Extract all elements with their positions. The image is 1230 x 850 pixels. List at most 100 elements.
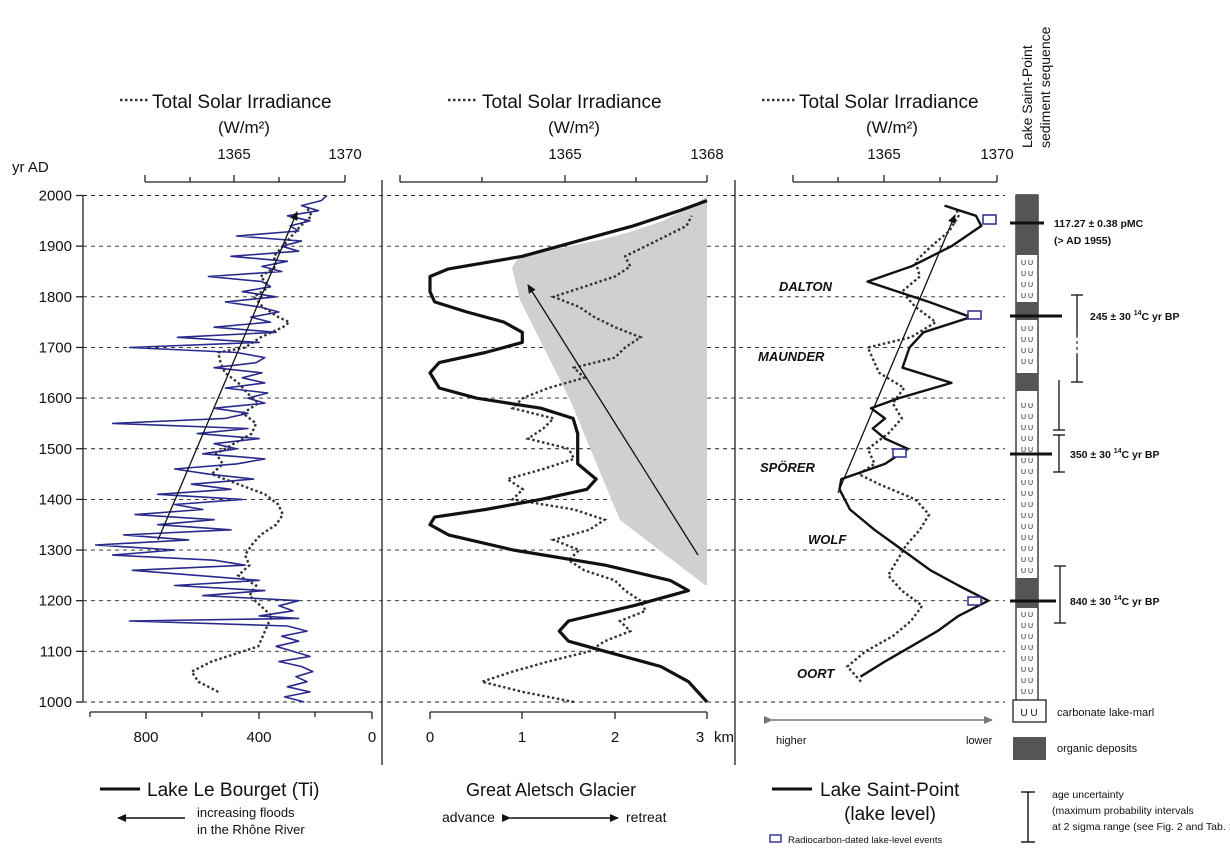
marl-mark: U U [1021, 414, 1033, 421]
legend-uncert-1: age uncertainty [1052, 789, 1125, 801]
date-1-line1: 117.27 ± 0.38 pMC [1054, 218, 1144, 230]
tsi-unit-3: (W/m²) [866, 118, 918, 137]
bourget-title-block: Lake Le Bourget (Ti) increasing floods i… [100, 780, 320, 837]
saintpoint-title-2: (lake level) [844, 804, 936, 825]
glacier-title-block: Great Aletsch Glacier advance retreat [442, 780, 667, 825]
label-lower: lower [966, 735, 993, 747]
sediment-column: U U U U U U U U U U U U U U U U U U U U U U U U U U U… [1015, 194, 1039, 703]
marl-mark: U U [1021, 678, 1033, 685]
glacier-advance: advance [442, 809, 495, 825]
marl-mark: U U [1021, 513, 1033, 520]
radiocarbon-marker [967, 596, 982, 606]
radiocarbon-marker [892, 448, 907, 458]
marl-mark: U U [1021, 480, 1033, 487]
marl-mark: U U [1021, 348, 1033, 355]
marl-mark: U U [1021, 524, 1033, 531]
tsi-unit-1: (W/m²) [218, 118, 270, 137]
legend-uncert-3: at 2 sigma range (see Fig. 2 and Tab. 1) [1052, 821, 1230, 833]
bourget-trend-arrow [157, 211, 298, 541]
glacier-title: Great Aletsch Glacier [466, 780, 636, 800]
sediment-legend: U U carbonate lake-marl organic deposits… [1012, 699, 1230, 843]
tsi-title-2: Total Solar Irradiance [482, 92, 662, 113]
y-tick-label: 1100 [40, 643, 72, 660]
marl-mark: U U [1021, 403, 1033, 410]
marl-mark: U U [1021, 425, 1033, 432]
marl-mark: U U [1021, 326, 1033, 333]
tsi-unit-2: (W/m²) [548, 118, 600, 137]
bourget-bottom-axis: 800 400 0 [89, 711, 376, 746]
bourget-title: Lake Le Bourget (Ti) [147, 780, 320, 801]
y-tick-label: 1300 [39, 542, 72, 559]
bourget-tick-800: 800 [133, 729, 158, 746]
event-oort: OORT [797, 666, 835, 681]
legend-marl: carbonate lake-marl [1057, 707, 1154, 719]
marl-mark: U U [1021, 656, 1033, 663]
y-axis-ticks: 1000 1100 1200 1300 1400 1500 1600 1700 1800 1900… [39, 188, 83, 711]
date-1-line2: (> AD 1955) [1054, 235, 1111, 247]
tsi2-tick-1365: 1365 [548, 146, 581, 163]
event-wolf: WOLF [808, 532, 847, 547]
bourget-note-2: in the Rhône River [197, 822, 305, 837]
tsi-axis-panel-2: Total Solar Irradiance (W/m²) 1365 1368 [399, 92, 724, 183]
tsi-line-panel-2 [477, 215, 693, 704]
tsi1-tick-1365: 1365 [217, 146, 250, 163]
marl-mark: U U [1021, 546, 1033, 553]
event-sporer: SPÖRER [760, 460, 816, 475]
date-3: 350 ± 30 14C yr BP [1070, 448, 1159, 461]
tsi-axis-panel-3: Total Solar Irradiance (W/m²) 1365 1370 [762, 92, 1014, 183]
y-tick-label: 1600 [39, 390, 72, 407]
tsi3-tick-1370: 1370 [980, 146, 1013, 163]
marl-mark: U U [1021, 645, 1033, 652]
marl-mark: U U [1021, 634, 1033, 641]
radiocarbon-marker [982, 214, 997, 225]
glacier-length-line [428, 199, 709, 704]
legend-uncert-2: (maximum probability intervals [1052, 805, 1194, 817]
marl-mark: U U [1021, 447, 1033, 454]
marl-mark: U U [1021, 469, 1033, 476]
bourget-note-1: increasing floods [197, 805, 295, 820]
tsi1-tick-1370: 1370 [328, 146, 361, 163]
radiocarbon-markers [892, 214, 997, 606]
tsi2-tick-1368: 1368 [690, 146, 723, 163]
marl-mark: U U [1021, 458, 1033, 465]
marl-mark: U U [1021, 359, 1033, 366]
legend-organic: organic deposits [1057, 743, 1138, 755]
saintpoint-trend-arrow [837, 214, 956, 494]
tsi3-tick-1365: 1365 [867, 146, 900, 163]
glacier-trend-arrow [527, 284, 699, 556]
saintpoint-level-line [838, 204, 990, 678]
y-tick-label: 1800 [39, 289, 72, 306]
marl-mark: U U [1021, 667, 1033, 674]
glacier-shade [512, 196, 707, 585]
sediment-title-1: Lake Saint-Point [1019, 45, 1035, 148]
marl-mark: U U [1021, 568, 1033, 575]
bourget-tick-400: 400 [246, 729, 271, 746]
glacier-retreat: retreat [626, 809, 667, 825]
date-4: 840 ± 30 14C yr BP [1070, 595, 1159, 608]
marl-mark: U U [1021, 623, 1033, 630]
marl-mark: U U [1021, 337, 1033, 344]
marl-mark: U U [1021, 689, 1033, 696]
saintpoint-bottom-axis: higher lower [764, 716, 993, 747]
date-2: 245 ± 30 14C yr BP [1090, 310, 1179, 323]
radiocarbon-legend: Radiocarbon-dated lake-level events [788, 835, 942, 846]
saintpoint-title-1: Lake Saint-Point [820, 780, 960, 801]
saintpoint-title-block: Lake Saint-Point (lake level) Radiocarbo… [769, 780, 960, 846]
radiocarbon-marker [967, 310, 982, 320]
glacier-km-unit: km [714, 729, 734, 746]
marl-mark: U U [1021, 535, 1033, 542]
y-tick-label: 1000 [39, 694, 72, 711]
marl-symbol: U U [1020, 708, 1037, 719]
marl-mark: U U [1021, 282, 1033, 289]
glacier-tick-1: 1 [518, 729, 526, 746]
marl-mark: U U [1021, 557, 1033, 564]
marl-mark: U U [1021, 612, 1033, 619]
event-dalton: DALTON [779, 279, 833, 294]
y-axis-label: yr AD [12, 159, 49, 176]
tsi-axis-panel-1: Total Solar Irradiance (W/m²) 1365 1370 [120, 92, 362, 183]
marl-mark: U U [1021, 260, 1033, 267]
tsi-title-3: Total Solar Irradiance [799, 92, 979, 113]
label-higher: higher [776, 735, 807, 747]
bourget-ti-line [94, 194, 328, 703]
